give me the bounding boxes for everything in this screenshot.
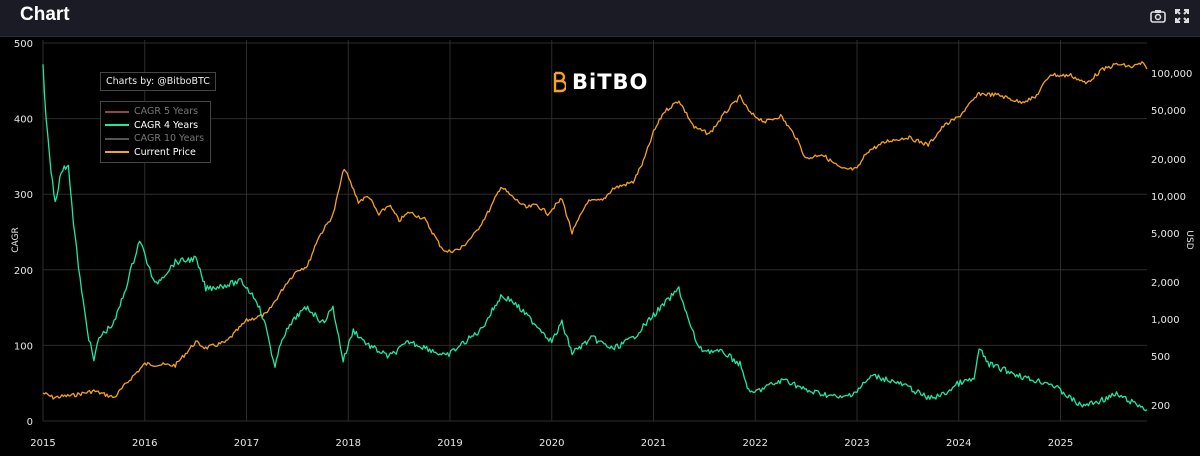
y-right-tick-label: 5,000 xyxy=(1151,229,1180,240)
bitbo-logo: BiTBO xyxy=(552,70,648,94)
y-right-tick-label: 50,000 xyxy=(1151,106,1186,117)
y-right-tick-label: 20,000 xyxy=(1151,155,1186,166)
page-title: Chart xyxy=(20,4,70,25)
y-right-axis-title: USD xyxy=(1184,230,1194,249)
y-right-tick-label: 10,000 xyxy=(1151,192,1186,203)
x-tick-label: 2025 xyxy=(1048,438,1073,449)
camera-icon[interactable] xyxy=(1148,6,1168,26)
credit-label: Charts by: @BitboBTC xyxy=(100,72,216,91)
legend-item-cagr5[interactable]: CAGR 5 Years xyxy=(105,105,204,119)
chart-header: Chart xyxy=(0,0,1200,37)
legend-label: CAGR 4 Years xyxy=(134,119,199,131)
x-tick-label: 2020 xyxy=(539,438,564,449)
y-left-tick-label: 400 xyxy=(14,115,33,126)
y-left-axis-title: CAGR xyxy=(11,227,21,253)
x-tick-label: 2019 xyxy=(437,438,462,449)
x-tick-label: 2024 xyxy=(946,438,971,449)
y-left-tick-label: 300 xyxy=(14,190,33,201)
legend-swatch xyxy=(105,151,129,154)
legend: CAGR 5 Years CAGR 4 Years CAGR 10 Years … xyxy=(100,101,212,163)
y-left-tick-label: 0 xyxy=(27,417,33,428)
legend-item-cagr4[interactable]: CAGR 4 Years xyxy=(105,119,204,133)
x-tick-label: 2021 xyxy=(641,438,666,449)
y-left-tick-label: 200 xyxy=(14,266,33,277)
legend-label: CAGR 10 Years xyxy=(134,133,205,145)
y-right-tick-label: 200 xyxy=(1151,401,1170,412)
legend-swatch xyxy=(105,124,129,127)
x-tick-label: 2018 xyxy=(336,438,361,449)
y-right-tick-label: 1,000 xyxy=(1151,315,1180,326)
x-tick-label: 2022 xyxy=(743,438,768,449)
y-left-tick-label: 500 xyxy=(14,39,33,50)
x-tick-label: 2017 xyxy=(234,438,259,449)
cagr-4-years-line xyxy=(42,64,1148,412)
y-right-tick-label: 100,000 xyxy=(1151,69,1192,80)
x-tick-label: 2023 xyxy=(844,438,869,449)
legend-label: CAGR 5 Years xyxy=(134,106,199,118)
y-right-tick-label: 500 xyxy=(1151,352,1170,363)
legend-item-price[interactable]: Current Price xyxy=(105,146,204,160)
legend-swatch xyxy=(105,110,129,113)
fullscreen-icon[interactable] xyxy=(1172,6,1192,26)
legend-swatch xyxy=(105,137,129,140)
x-tick-label: 2016 xyxy=(132,438,157,449)
y-right-tick-label: 2,000 xyxy=(1151,278,1180,289)
x-tick-label: 2015 xyxy=(30,438,55,449)
price-line xyxy=(42,61,1148,400)
y-left-tick-label: 100 xyxy=(14,341,33,352)
bitbo-logo-icon xyxy=(553,71,566,93)
legend-item-cagr10[interactable]: CAGR 10 Years xyxy=(105,132,204,146)
legend-label: Current Price xyxy=(134,146,196,158)
logo-text: BiTBO xyxy=(572,70,649,94)
